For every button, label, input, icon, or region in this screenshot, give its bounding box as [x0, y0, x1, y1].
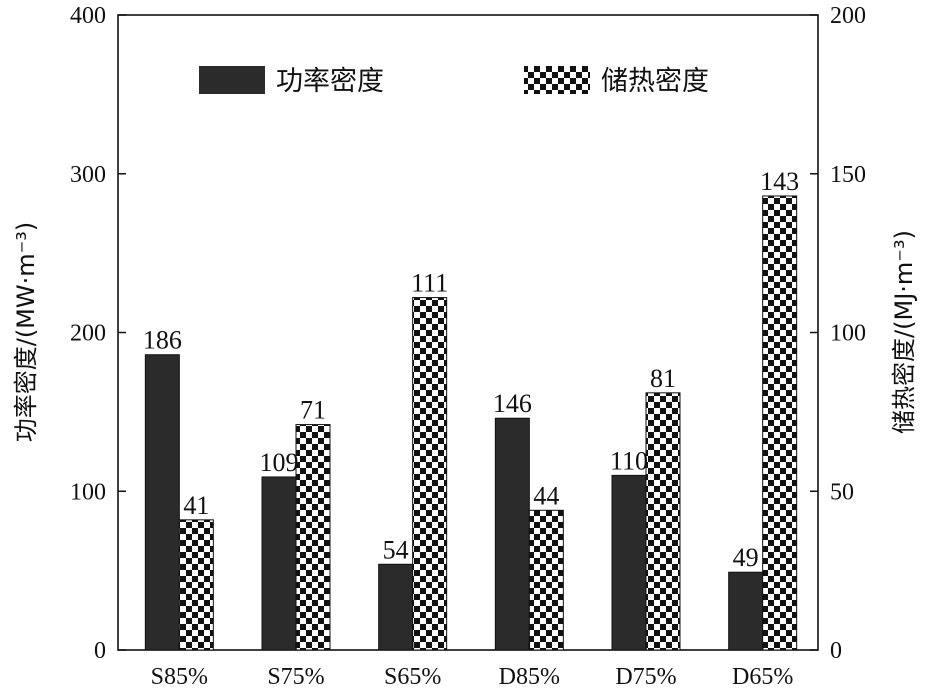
data-label-power-density: 49	[733, 543, 759, 572]
x-tick-label: D65%	[732, 664, 793, 690]
data-label-heat-storage-density: 41	[183, 491, 209, 520]
bar-heat-storage-density	[178, 519, 214, 651]
x-tick-label: S65%	[384, 664, 441, 690]
left-tick-label: 200	[70, 321, 106, 347]
legend-label-power-density: 功率密度	[276, 66, 384, 97]
data-label-heat-storage-density: 143	[760, 167, 799, 196]
x-tick-label: S85%	[151, 664, 208, 690]
data-label-heat-storage-density: 71	[300, 396, 326, 425]
left-tick-label: 100	[70, 479, 106, 505]
data-label-power-density: 146	[493, 389, 532, 418]
x-tick-label: S75%	[267, 664, 324, 690]
right-tick-label: 50	[830, 479, 854, 505]
bar-power-density	[611, 474, 647, 651]
right-tick-label: 0	[830, 638, 842, 664]
left-axis-title: 功率密度/(MW·m⁻³)	[12, 222, 40, 443]
left-axis-ticks: 0 100 200 300 400	[70, 3, 126, 664]
bar-heat-storage-density	[412, 297, 448, 651]
x-tick-label: D75%	[615, 664, 676, 690]
x-axis-ticks: S85% S75% S65% D85% D75% D65%	[151, 642, 793, 690]
plot-frame	[117, 14, 819, 651]
right-tick-label: 100	[830, 321, 866, 347]
left-tick-label: 400	[70, 3, 106, 29]
bar-heat-storage-density	[528, 509, 564, 651]
right-tick-label: 150	[830, 162, 866, 188]
bar-heat-storage-density	[645, 392, 681, 651]
right-axis-title: 储热密度/(MJ·m⁻³)	[890, 230, 918, 434]
x-tick-label: D85%	[499, 664, 560, 690]
bar-power-density	[261, 476, 297, 651]
data-label-power-density: 109	[260, 448, 299, 477]
bar-power-density	[144, 354, 180, 651]
bar-power-density	[494, 417, 530, 651]
data-label-power-density: 186	[143, 326, 182, 355]
data-label-power-density: 54	[383, 535, 409, 564]
left-tick-label: 300	[70, 162, 106, 188]
legend: 功率密度 储热密度	[199, 66, 709, 97]
bars-group	[144, 195, 798, 651]
right-tick-label: 200	[830, 3, 866, 29]
legend-label-heat-storage-density: 储热密度	[601, 66, 709, 97]
data-label-heat-storage-density: 111	[411, 269, 448, 298]
bar-power-density	[728, 571, 764, 651]
legend-swatch-heat-storage-density	[524, 66, 590, 94]
data-label-heat-storage-density: 44	[533, 481, 559, 510]
bar-heat-storage-density	[295, 424, 331, 651]
bar-power-density	[378, 563, 414, 651]
data-label-heat-storage-density: 81	[650, 364, 676, 393]
data-label-power-density: 110	[610, 446, 648, 475]
left-tick-label: 0	[94, 638, 106, 664]
bar-heat-storage-density	[762, 195, 798, 651]
legend-swatch-power-density	[199, 66, 265, 94]
right-axis-ticks: 0 50 100 150 200	[810, 3, 866, 664]
